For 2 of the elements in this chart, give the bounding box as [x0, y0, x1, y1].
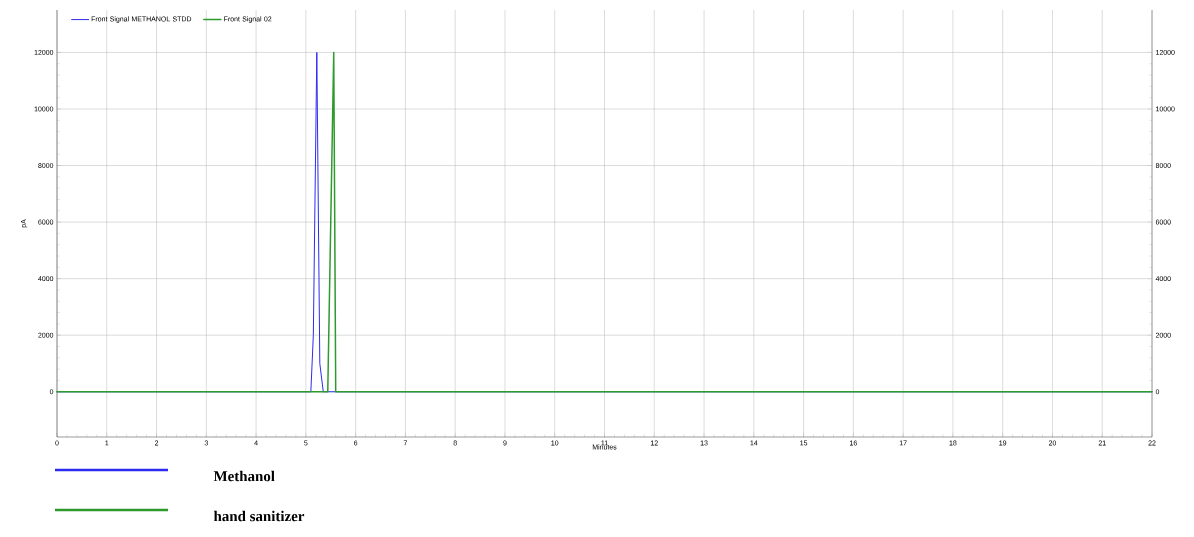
text: hand sanitizer: [213, 510, 305, 522]
text: Methanol: [213, 470, 275, 482]
